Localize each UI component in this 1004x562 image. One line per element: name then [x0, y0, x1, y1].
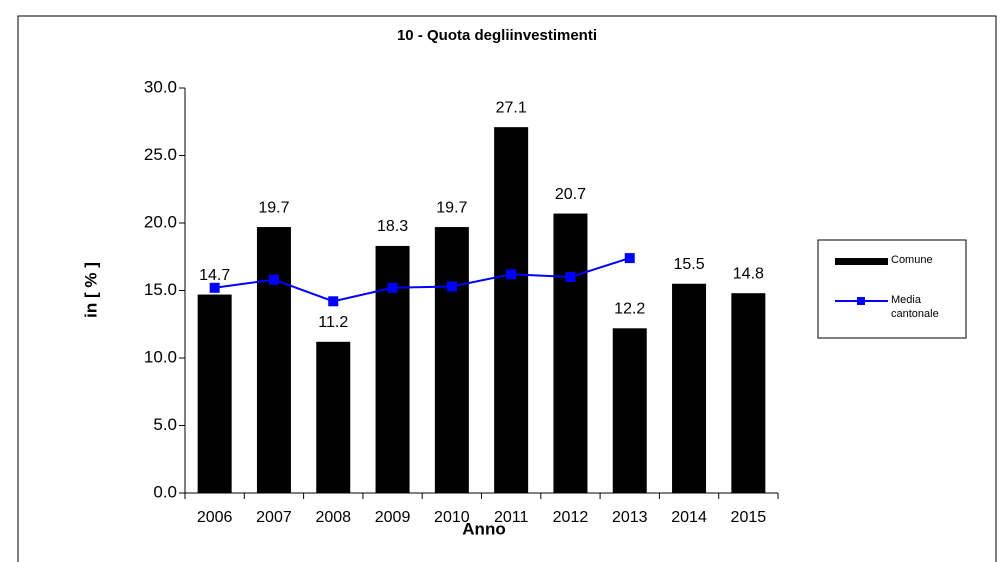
line-marker: [565, 272, 576, 282]
line-marker: [446, 281, 457, 292]
x-axis-label: Anno: [462, 519, 505, 538]
x-tick-label: 2010: [434, 509, 470, 526]
x-tick-label: 2014: [671, 509, 707, 526]
data-label: 12.2: [614, 301, 645, 318]
legend-label: Media cantonale: [891, 294, 939, 320]
x-tick-label: 2011: [494, 509, 529, 526]
y-tick-label: 5.0: [153, 415, 177, 434]
line-marker: [268, 274, 279, 285]
data-label: 27.1: [496, 99, 527, 116]
data-label: 19.7: [436, 199, 467, 216]
line-marker: [506, 269, 517, 280]
y-tick-label: 30.0: [144, 77, 177, 96]
x-tick-label: 2015: [731, 509, 767, 526]
x-tick-label: 2013: [612, 509, 648, 526]
line-marker: [328, 296, 339, 307]
x-tick-label: 2012: [553, 509, 589, 526]
bar: [256, 227, 291, 494]
y-tick-label: 0.0: [153, 482, 177, 501]
bar: [197, 294, 232, 493]
bar: [731, 293, 766, 493]
line-marker: [209, 282, 220, 293]
legend-label-box: Comune: [891, 254, 933, 266]
legend-swatch: [857, 297, 865, 305]
x-tick-label: 2009: [375, 509, 411, 526]
x-tick-label: 2008: [315, 509, 351, 526]
y-tick-label: 20.0: [144, 212, 177, 231]
x-tick-label: 2007: [256, 509, 292, 526]
line-marker: [387, 282, 398, 293]
legend-swatch: [835, 258, 888, 265]
data-label: 19.7: [258, 199, 289, 216]
bar: [612, 328, 647, 493]
data-label: 14.7: [199, 267, 230, 284]
line-marker: [624, 253, 635, 264]
y-axis-label: in [ % ]: [81, 262, 100, 318]
chart-title: 10 - Quota degliinvestimenti: [397, 27, 597, 44]
bar: [494, 127, 529, 494]
data-label: 18.3: [377, 218, 408, 235]
bar: [316, 341, 351, 493]
data-label: 11.2: [318, 314, 348, 331]
legend-box: [817, 239, 967, 339]
legend-label: Comune: [891, 254, 933, 266]
bar: [434, 227, 469, 494]
data-label: 15.5: [673, 256, 704, 273]
bar: [553, 213, 588, 494]
y-tick-label: 25.0: [144, 145, 177, 164]
y-tick-label: 15.0: [144, 280, 177, 299]
x-tick-label: 2006: [197, 509, 233, 526]
series-line: [214, 257, 631, 303]
y-tick-label: 10.0: [144, 347, 177, 366]
bar: [672, 283, 707, 493]
legend-label-box: Media cantonale: [891, 294, 939, 320]
data-label: 20.7: [555, 186, 586, 203]
data-label: 14.8: [733, 265, 764, 282]
